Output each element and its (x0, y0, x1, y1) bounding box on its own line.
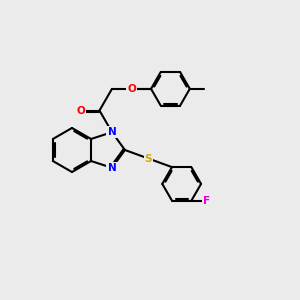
Text: N: N (108, 127, 116, 137)
Text: F: F (203, 196, 210, 206)
Text: O: O (127, 84, 136, 94)
Text: O: O (76, 106, 85, 116)
Text: S: S (145, 154, 152, 164)
Text: N: N (108, 163, 116, 173)
